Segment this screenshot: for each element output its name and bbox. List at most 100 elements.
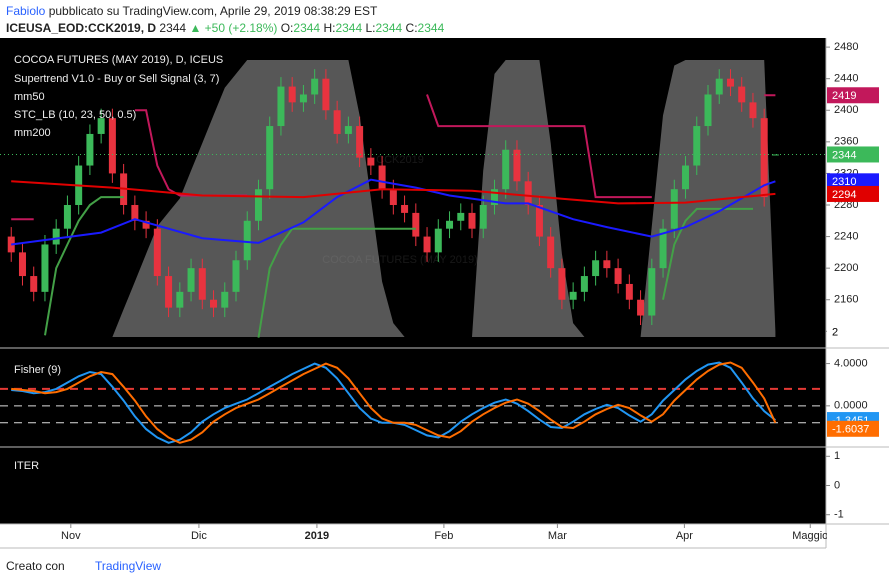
candle-body (457, 212, 465, 221)
candle-body (704, 94, 712, 127)
indicator-line (44, 196, 753, 338)
quote: O:2344 H:2344 L:2344 C:2344 (281, 21, 445, 35)
price-badge (827, 420, 879, 437)
x-tick-label: Feb (434, 530, 453, 542)
y-tick-label: 2240 (834, 230, 858, 242)
y-tick-label: 2160 (834, 294, 858, 306)
candle-body (547, 236, 555, 269)
price-badge-label: 2419 (832, 90, 856, 102)
candle-body (63, 205, 71, 229)
candle-body (97, 118, 105, 134)
candle-body (311, 78, 319, 95)
panel-title: ITER (14, 460, 39, 472)
candle-body (446, 220, 454, 229)
y-tick-label: 2200 (834, 262, 858, 274)
candle-body (648, 268, 656, 316)
candle-body (760, 118, 768, 198)
candle-body (490, 189, 498, 205)
x-tick-label: Mar (548, 530, 567, 542)
candle-body (771, 154, 779, 156)
y-tick-label: 2400 (834, 104, 858, 116)
price-badge (827, 185, 879, 202)
candle-body (637, 299, 645, 316)
chart-title: COCOA FUTURES (MAY 2019), D, ICEUS (14, 54, 223, 66)
quote-value: 2344 (418, 21, 445, 35)
candle-body (367, 157, 375, 166)
candle-body (243, 220, 251, 261)
candle-body (502, 149, 510, 190)
candle-body (401, 205, 409, 213)
candle-body (682, 165, 690, 190)
candle-body (221, 291, 229, 308)
legend-entry: STC_LB (10, 23, 50, 0.5) (14, 109, 136, 121)
candle-body (322, 78, 330, 111)
candle-body (479, 205, 487, 229)
header-line: Fabiolo pubblicato su TradingView.com, A… (6, 4, 378, 18)
y-tick-label: 2440 (834, 73, 858, 85)
candle-body (232, 260, 240, 292)
candle-body (715, 78, 723, 95)
candle-body (423, 236, 431, 253)
x-tick-label: Maggio (792, 530, 828, 542)
x-tick-label: Apr (676, 530, 693, 542)
candle-body (30, 276, 38, 292)
y-tick-label: 1 (834, 450, 840, 462)
y-tick-label: 2480 (834, 41, 858, 53)
candle-body (277, 86, 285, 127)
candle-body (603, 260, 611, 269)
legend-entry: mm50 (14, 91, 45, 103)
quote-value: 2344 (376, 21, 403, 35)
watermark: CCK2019 (376, 154, 424, 166)
candle-body (468, 212, 476, 229)
footer-text: Creato con (6, 559, 65, 573)
price-badge (827, 146, 879, 163)
price-badge (827, 87, 879, 104)
x-tick-label: Nov (61, 530, 81, 542)
candle-body (614, 268, 622, 284)
candle-body (412, 212, 420, 237)
price-badge-label: 2 (832, 326, 838, 338)
candle-body (749, 102, 757, 119)
candle-body (524, 181, 532, 205)
price-badge (827, 173, 879, 190)
candle-body (41, 244, 49, 292)
legend-entry: Supertrend V1.0 - Buy or Sell Signal (3,… (14, 73, 219, 85)
candle-body (659, 228, 667, 269)
x-tick-label: 2019 (305, 530, 329, 542)
candle-body (356, 126, 364, 158)
candle-body (254, 189, 262, 221)
price-badge-label: 2344 (832, 149, 856, 161)
candle-body (344, 126, 352, 134)
candle-body (86, 133, 94, 166)
price-badge-label: -1.6037 (832, 424, 869, 436)
candle-body (434, 228, 442, 253)
axis-cover (827, 528, 889, 550)
candle-body (389, 189, 397, 205)
quote-label: C: (406, 21, 418, 35)
footer-brand[interactable]: TradingView (95, 559, 161, 573)
candle-body (513, 149, 521, 182)
candle-body (142, 220, 150, 229)
y-tick-label: 4.0000 (834, 357, 868, 369)
y-tick-label: 0.0000 (834, 400, 868, 412)
author[interactable]: Fabiolo (6, 4, 46, 18)
indicator-line (11, 180, 776, 205)
candle-body (693, 126, 701, 166)
candle-body (210, 299, 218, 308)
candle-body (266, 126, 274, 190)
legend-entry: mm200 (14, 127, 51, 139)
price-badge (827, 323, 879, 340)
y-tick-label: -1 (834, 509, 844, 521)
candle-body (108, 118, 116, 174)
candle-body (198, 268, 206, 300)
symbol: ICEUSA_EOD:CCK2019, D (6, 21, 156, 35)
candle-body (52, 228, 60, 245)
candle-body (569, 291, 577, 300)
symbol-line: ICEUSA_EOD:CCK2019, D 2344 ▲ +50 (+2.18%… (6, 21, 445, 35)
y-tick-label: 0 (834, 479, 840, 491)
candle-body (131, 205, 139, 221)
quote-label: O: (281, 21, 294, 35)
